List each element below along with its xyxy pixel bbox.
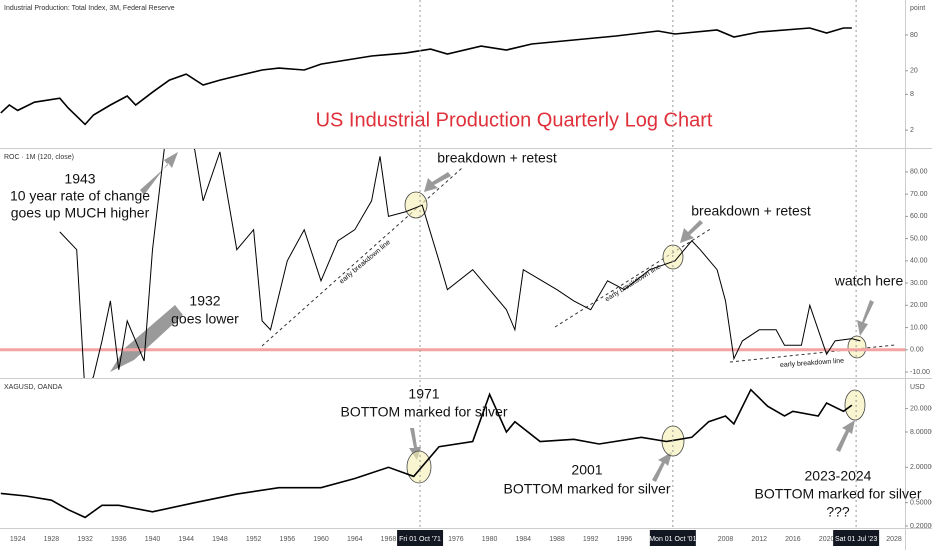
- marker-label-box: [833, 530, 880, 546]
- annotation: 10 year rate of change: [10, 188, 150, 204]
- x-tick-label: 1976: [448, 536, 464, 543]
- annotation: BOTTOM marked for silver: [341, 404, 508, 420]
- y-tick-label: 60.00: [910, 213, 928, 220]
- x-tick-label: 1932: [77, 536, 93, 543]
- x-tick-label: 1956: [280, 536, 296, 543]
- y-tick-label: 2: [910, 127, 914, 134]
- x-tick-label: 1936: [111, 536, 127, 543]
- annotation: 2001: [571, 462, 602, 478]
- axis-unit: point: [910, 5, 925, 12]
- annotation: 1932: [189, 293, 220, 309]
- x-tick-label: 1964: [347, 536, 363, 543]
- y-tick-label: 8: [910, 91, 914, 98]
- annotation: BOTTOM marked for silver: [755, 486, 922, 502]
- x-tick-label: 2016: [785, 536, 801, 543]
- x-tick-label: 1928: [44, 536, 60, 543]
- marker-label: Fri 01 Oct '71: [399, 536, 441, 543]
- arrow: [424, 172, 451, 192]
- marker-label: Mon 01 Oct '01: [649, 536, 696, 543]
- x-tick-label: 1968: [381, 536, 397, 543]
- annotation: early breakdown line: [780, 358, 845, 369]
- chart-title: US Industrial Production Quarterly Log C…: [316, 109, 713, 131]
- y-tick-label: 80: [910, 32, 918, 39]
- annotation: 1943: [64, 171, 95, 187]
- x-tick-label: 2012: [751, 536, 767, 543]
- annotation: goes up MUCH higher: [11, 205, 150, 221]
- arrow: [836, 420, 855, 452]
- y-tick-label: 70.00: [910, 191, 928, 198]
- x-tick-label: 1948: [212, 536, 228, 543]
- x-tick-label: 1988: [549, 536, 565, 543]
- marker-label-box: [397, 530, 444, 546]
- x-tick-label: 1980: [482, 536, 498, 543]
- pane-title: XAGUSD, OANDA: [4, 384, 63, 391]
- trend-line: [729, 344, 896, 363]
- x-tick-label: 1960: [313, 536, 329, 543]
- x-tick-label: 1952: [246, 536, 262, 543]
- annotation: breakdown + retest: [437, 150, 557, 166]
- x-tick-label: 2020: [819, 536, 835, 543]
- data-line: [0, 388, 853, 519]
- highlight-circle: [406, 450, 432, 484]
- pane-title: ROC · 1M (120, close): [4, 154, 74, 161]
- annotation: 2023-2024: [805, 468, 872, 484]
- annotation: breakdown + retest: [691, 203, 811, 219]
- plot-area: [0, 388, 853, 519]
- highlight-circle: [844, 389, 866, 421]
- y-tick-label: 10.00: [910, 324, 928, 331]
- arrow: [652, 452, 672, 482]
- arrow: [857, 300, 874, 336]
- highlight-circle: [404, 191, 428, 219]
- plot-area: [0, 27, 852, 126]
- y-tick-label: 0.00: [910, 347, 924, 354]
- marker-label: Sat 01 Jul '23: [835, 536, 877, 543]
- x-tick-label: 1996: [617, 536, 633, 543]
- marker-label-box: [649, 530, 696, 546]
- x-tick-label: 1924: [10, 536, 26, 543]
- annotation: BOTTOM marked for silver: [504, 481, 671, 497]
- pane-title: Industrial Production: Total Index, 3M, …: [4, 5, 175, 12]
- plot-area: [0, 149, 905, 378]
- axis-unit: USD: [910, 384, 925, 391]
- highlight-circle: [847, 335, 867, 359]
- x-tick-label: 1992: [583, 536, 599, 543]
- arrow: [110, 305, 183, 372]
- arrow: [680, 220, 703, 243]
- annotation: watch here: [834, 273, 904, 289]
- data-line: [0, 27, 852, 126]
- arrow: [140, 152, 178, 195]
- x-tick-label: 2028: [886, 536, 902, 543]
- arrows: [110, 152, 874, 482]
- y-tick-label: 40.00: [910, 258, 928, 265]
- y-tick-label: -10.00: [910, 369, 930, 376]
- trend-line: [261, 167, 463, 347]
- y-tick-label: 0.20000: [910, 523, 932, 530]
- trend-line: [554, 227, 713, 328]
- x-tick-label: 2008: [718, 536, 734, 543]
- x-tick-label: 1940: [145, 536, 161, 543]
- y-tick-label: 50.00: [910, 235, 928, 242]
- annotation: goes lower: [171, 311, 239, 327]
- y-tick-label: 20: [910, 68, 918, 75]
- y-tick-label: 30.00: [910, 280, 928, 287]
- annotation: 1971: [408, 386, 439, 402]
- y-tick-label: 80.00: [910, 169, 928, 176]
- y-tick-label: 20.00: [910, 302, 928, 309]
- x-tick-label: 1944: [178, 536, 194, 543]
- x-tick-label: 1984: [515, 536, 531, 543]
- annotation: ???: [826, 504, 850, 520]
- data-line: [59, 149, 861, 378]
